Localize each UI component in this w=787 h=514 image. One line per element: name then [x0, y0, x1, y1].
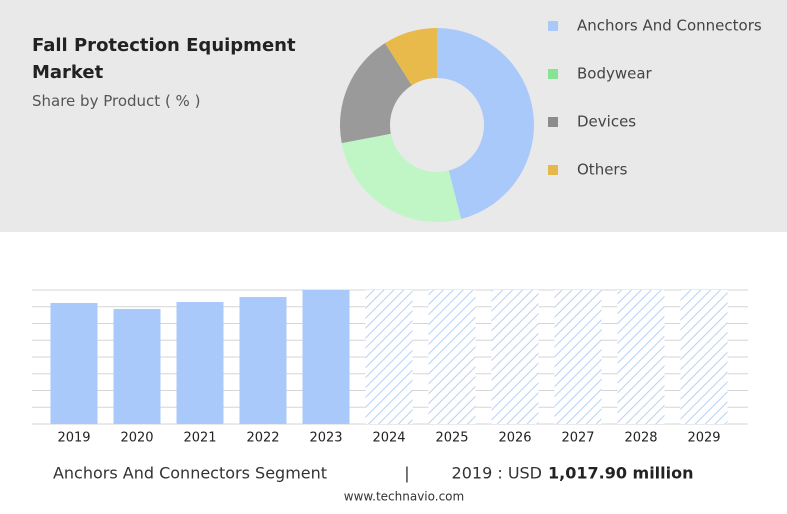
- highlight-prefix: 2019 : USD: [452, 464, 542, 483]
- x-tick-label: 2028: [624, 431, 657, 446]
- forecast-bar: [617, 290, 665, 424]
- forecast-bar: [491, 290, 539, 424]
- bar: [302, 290, 350, 424]
- legend-swatch: [548, 21, 558, 31]
- forecast-bar: [428, 290, 476, 424]
- chart-subtitle: Share by Product ( % ): [32, 92, 201, 110]
- forecast-bar: [680, 290, 728, 424]
- donut-slice: [341, 133, 462, 222]
- legend-swatch: [548, 165, 558, 175]
- forecast-bar: [554, 290, 602, 424]
- bar: [176, 302, 224, 424]
- chart-title: Fall Protection Equipment Market: [32, 35, 296, 83]
- forecast-bar: [365, 290, 413, 424]
- legend-label: Bodywear: [577, 65, 653, 83]
- bar: [113, 308, 161, 424]
- legend-label: Anchors And Connectors: [577, 17, 762, 35]
- legend-swatch: [548, 69, 558, 79]
- segment-label: Anchors And Connectors Segment: [53, 464, 327, 483]
- highlight-value: 1,017.90 million: [548, 464, 694, 483]
- x-tick-label: 2029: [687, 431, 720, 446]
- source: www.technavio.com: [344, 490, 464, 504]
- x-tick-label: 2025: [435, 431, 468, 446]
- x-tick-label: 2020: [120, 431, 153, 446]
- x-tick-label: 2026: [498, 431, 531, 446]
- x-tick-label: 2019: [57, 431, 90, 446]
- separator: |: [404, 464, 409, 483]
- donut-slice: [437, 28, 534, 219]
- donut-slice: [340, 43, 412, 144]
- donut-slice: [385, 28, 437, 86]
- bar: [50, 302, 98, 424]
- bar: [239, 297, 287, 424]
- legend-label: Devices: [577, 113, 636, 131]
- legend-swatch: [548, 117, 558, 127]
- legend-label: Others: [577, 161, 628, 179]
- x-tick-label: 2023: [309, 431, 342, 446]
- x-tick-label: 2024: [372, 431, 405, 446]
- x-tick-label: 2027: [561, 431, 594, 446]
- x-tick-label: 2021: [183, 431, 216, 446]
- x-tick-label: 2022: [246, 431, 279, 446]
